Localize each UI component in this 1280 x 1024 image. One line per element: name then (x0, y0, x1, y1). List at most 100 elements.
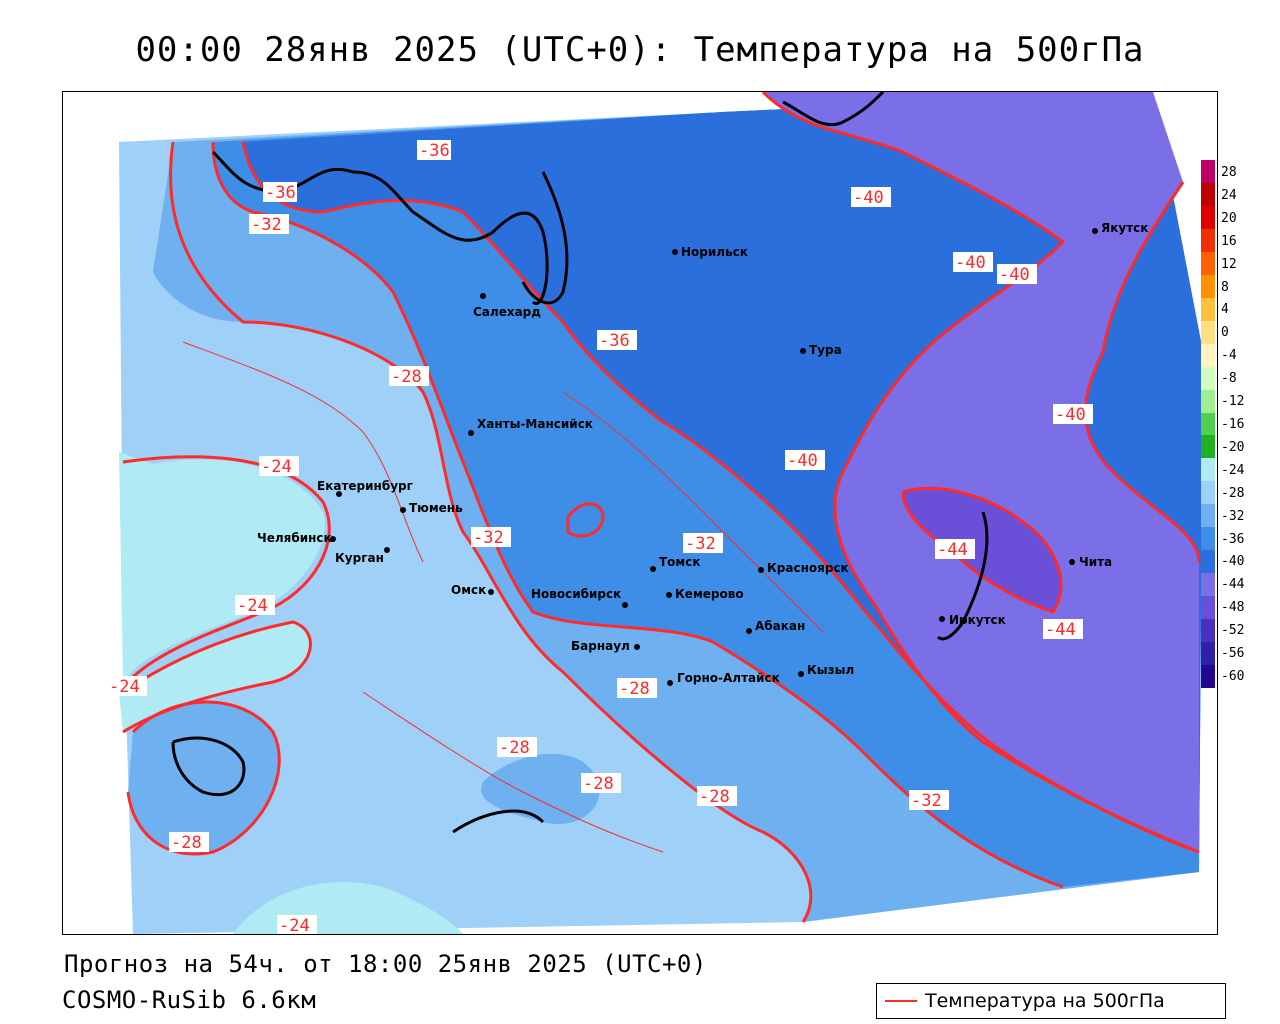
city-label-gorno-altaysk: Горно-Алтайск (677, 671, 780, 685)
colorbar-segment (1201, 320, 1215, 345)
city-dot (939, 616, 945, 622)
isoline-label: -24 (109, 677, 140, 697)
isoline-label: -40 (853, 188, 884, 208)
colorbar-tick-label: 8 (1221, 279, 1229, 295)
zone-minus28-bay (481, 753, 600, 824)
colorbar-segment (1201, 504, 1215, 528)
forecast-info: Прогноз на 54ч. от 18:00 25янв 2025 (UTC… (64, 950, 707, 978)
colorbar-tick-label: 4 (1221, 302, 1229, 318)
colorbar-tick-label: -44 (1221, 577, 1245, 593)
colorbar-segment (1201, 458, 1215, 482)
lake-baikal (936, 511, 989, 641)
colorbar-tick-label: -40 (1221, 554, 1245, 570)
colorbar-segment (1201, 527, 1215, 551)
colorbar-segment (1201, 619, 1215, 643)
city-dot (468, 430, 474, 436)
city-dot (400, 507, 406, 513)
temperature-map: Норильск Салехард Тура Якутск Ханты-Манс… (62, 91, 1218, 935)
isoline-minus28 (169, 141, 813, 923)
zone-minus24-south (119, 622, 311, 732)
colorbar-tick-label: 0 (1221, 325, 1229, 341)
isoline-label: -24 (261, 457, 292, 477)
city-label-irkutsk: Иркутск (949, 613, 1006, 627)
city-dot (488, 589, 494, 595)
city-label-kurgan: Курган (335, 551, 384, 565)
colorbar-segment (1201, 274, 1215, 299)
colorbar-tick-label: -56 (1221, 646, 1245, 662)
colorbar-tick-label: -20 (1221, 439, 1245, 455)
isoline-label: -40 (1055, 405, 1086, 425)
isoline-label: -32 (251, 215, 282, 235)
coastline-west-sea (171, 736, 246, 797)
city-dot (758, 567, 764, 573)
isoline-label: -24 (279, 916, 310, 934)
colorbar-tick-label: 12 (1221, 256, 1237, 272)
city-dot (798, 671, 804, 677)
city-dot (667, 680, 673, 686)
city-label-yekaterinburg: Екатеринбург (317, 479, 413, 493)
city-dot (1069, 559, 1075, 565)
isoline-thin-2 (562, 391, 824, 633)
city-dot (384, 547, 390, 553)
colorbar-tick-label: -24 (1221, 462, 1245, 478)
isoline-label: -44 (1045, 620, 1076, 640)
colorbar-tick-label: -28 (1221, 485, 1245, 501)
city-dot (622, 602, 628, 608)
lake-balkhash (452, 809, 545, 834)
city-label-barnaul: Барнаул (571, 639, 630, 653)
model-name: COSMO-RuSib 6.6км (62, 986, 317, 1014)
isoline-label: -40 (955, 253, 986, 273)
colorbar-tick-label: -16 (1221, 417, 1245, 432)
isoline-minus32 (211, 141, 1064, 889)
colorbar-tick-label: -48 (1221, 600, 1245, 616)
city-dot (330, 536, 336, 542)
colorbar-tick-label: -32 (1221, 508, 1245, 524)
isoline-minus36 (241, 141, 1200, 854)
map-legend: Температура на 500гПа (876, 983, 1226, 1019)
colorbar-segment (1201, 596, 1215, 620)
isoline-label: -24 (237, 596, 268, 616)
city-label-novosibirsk: Новосибирск (531, 587, 621, 601)
map-title: 00:00 28янв 2025 (UTC+0): Температура на… (135, 30, 1145, 70)
temperature-colorbar (1201, 160, 1215, 689)
city-label-salekhard: Салехард (473, 305, 541, 319)
city-dot (800, 348, 806, 354)
isoline-minus24 (121, 455, 331, 688)
colorbar-tick-label: -4 (1221, 348, 1237, 364)
city-dot (336, 491, 342, 497)
isoline-label: -28 (171, 833, 202, 853)
isoline-label: -32 (911, 791, 942, 811)
isolines (121, 92, 1201, 923)
isoline-label: -28 (391, 367, 422, 387)
colorbar-tick-label: -60 (1221, 669, 1245, 684)
colorbar-tick-label: 16 (1221, 233, 1237, 249)
colorbar-tick-label: -52 (1221, 623, 1245, 639)
city-label-chita: Чита (1079, 555, 1112, 569)
colorbar-segment (1201, 182, 1215, 207)
colorbar-segment (1201, 435, 1215, 459)
isoline-label: -28 (583, 774, 614, 794)
isoline-label: -36 (419, 141, 450, 161)
city-dot (480, 293, 486, 299)
colorbar-segment (1201, 642, 1215, 666)
isoline-minus44 (901, 486, 1063, 614)
colorbar-tick-label: 28 (1221, 165, 1237, 180)
colorbar-segment (1201, 665, 1215, 689)
city-dot (672, 249, 678, 255)
city-label-tyumen: Тюмень (409, 501, 463, 515)
isoline-label: -28 (499, 738, 530, 758)
isoline-label: -28 (619, 679, 650, 699)
colorbar-segment (1201, 481, 1215, 505)
colorbar-segment (1201, 389, 1215, 414)
city-dot (650, 566, 656, 572)
city-dot (666, 592, 672, 598)
isoline-label: -40 (999, 265, 1030, 285)
map-canvas: Норильск Салехард Тура Якутск Ханты-Манс… (107, 92, 1203, 934)
city-label-tura: Тура (809, 343, 842, 357)
colorbar-segment (1201, 550, 1215, 574)
city-dot (746, 628, 752, 634)
colorbar-segment (1201, 343, 1215, 368)
isoline-label: -36 (599, 331, 630, 351)
isoline-label: -44 (937, 540, 968, 560)
isoline-label: -36 (265, 183, 296, 203)
